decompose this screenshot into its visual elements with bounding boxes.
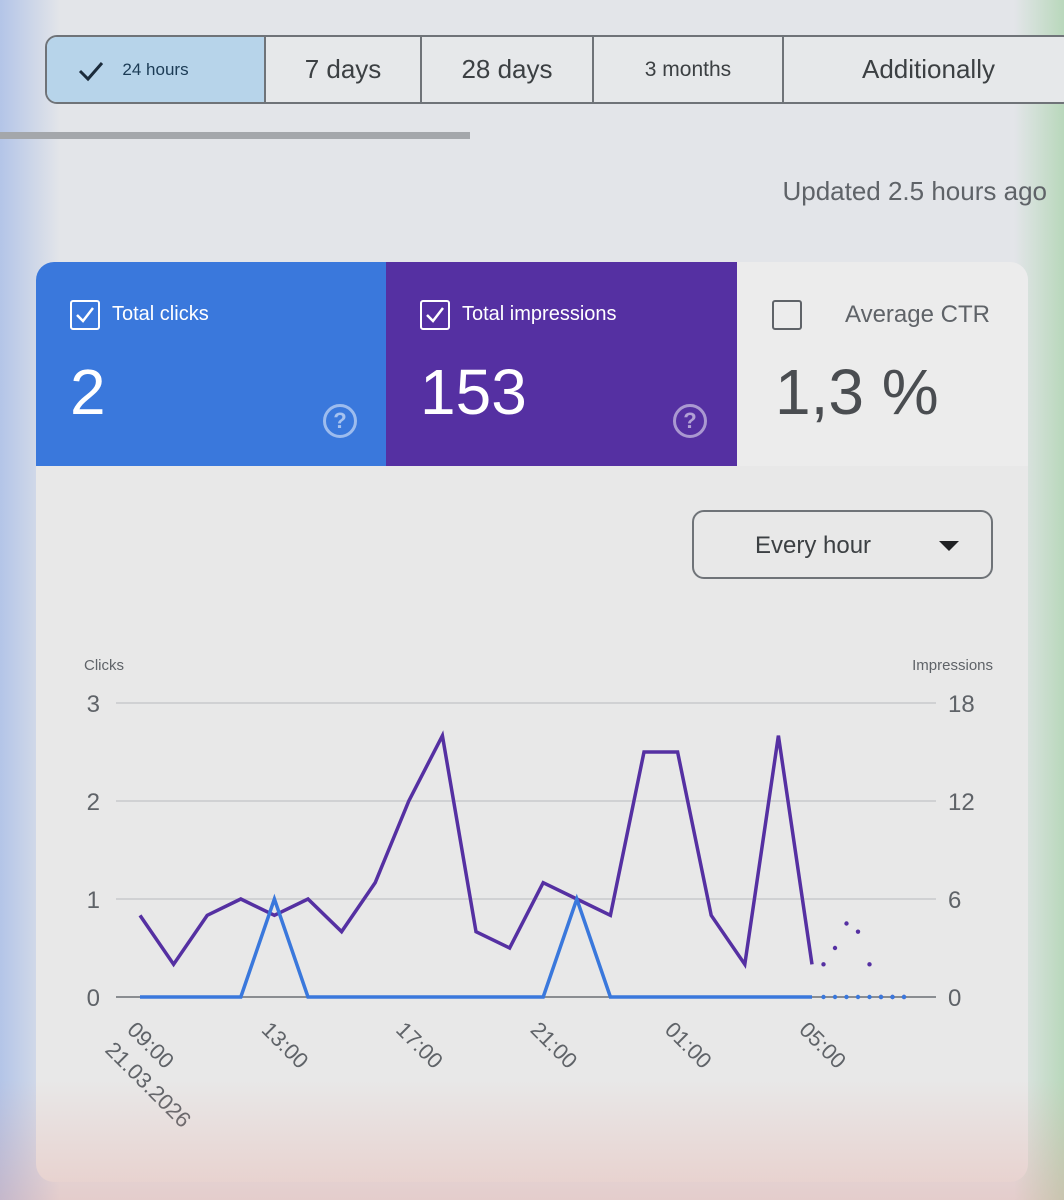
tab-7-days[interactable]: 7 days [266,37,422,102]
interval-select-value: Every hour [755,532,872,559]
performance-card: Total clicks 2 ? Total impressions 153 ?… [36,262,1028,1182]
checkbox-unchecked-icon[interactable] [772,300,802,330]
date-range-tabs: 24 hours 7 days 28 days 3 months Additio… [45,35,1064,104]
help-icon[interactable]: ? [673,404,707,438]
metric-value: 1,3 % [775,356,939,428]
interval-select[interactable]: Every hour [692,510,993,579]
metric-label: Total impressions [462,303,617,325]
metric-average-ctr[interactable]: Average CTR 1,3 % [737,262,1028,466]
tab-label: 28 days [461,54,553,84]
metric-value: 2 [70,356,106,428]
y-right-tick-label: 0 [948,985,961,1012]
updated-status: Updated 2.5 hours ago [782,176,1047,206]
projected-point [878,994,884,1000]
tab-label: 24 hours [122,59,189,79]
tab-3-months[interactable]: 3 months [594,37,784,102]
tab-label: 3 months [644,57,732,81]
tab-additionally[interactable]: Additionally [784,37,1064,102]
y-right-tick-label: 18 [948,691,975,718]
left-axis-label: Clicks [84,657,124,674]
projected-point [844,921,849,926]
y-left-tick-label: 2 [87,789,100,816]
tab-24-hours[interactable]: 24 hours [47,37,266,102]
projected-point [867,962,872,967]
x-tick-label: 17:00 [391,1017,448,1074]
x-tick-label: 13:00 [257,1017,314,1074]
x-tick-label: 01:00 [660,1017,717,1074]
projected-point [890,994,895,1000]
metric-label: Average CTR [845,301,990,328]
metric-total-impressions[interactable]: Total impressions 153 ? [386,262,737,466]
help-icon[interactable]: ? [323,404,357,438]
tab-label: Additionally [862,54,995,84]
y-left-tick-label: 1 [87,887,100,914]
caret-down-icon [939,541,959,551]
metric-total-clicks[interactable]: Total clicks 2 ? [36,262,386,466]
progress-divider [0,132,470,139]
y-right-tick-label: 12 [948,789,975,816]
projected-point [832,945,838,951]
projected-point [821,962,826,967]
y-left-tick-label: 0 [87,985,100,1012]
right-axis-label: Impressions [912,657,993,674]
projected-point [855,994,861,1000]
projected-point [844,994,849,1000]
tab-label: 7 days [304,54,382,84]
metric-label: Total clicks [112,303,209,325]
checkbox-checked-icon[interactable] [70,300,100,330]
projected-point [867,994,872,1000]
projected-point [855,929,861,934]
series-line-total-impressions [138,730,814,970]
performance-chart: Clicks Impressions012306121809:0021.03.20… [84,657,993,1132]
series-line-total-clicks [140,893,812,999]
tab-28-days[interactable]: 28 days [422,37,594,102]
x-tick-label: 21:00 [526,1017,583,1074]
checkbox-checked-icon[interactable] [420,300,450,330]
y-right-tick-label: 6 [948,887,961,914]
metric-value: 153 [420,356,527,428]
check-icon [78,62,104,82]
projected-point [821,994,826,1000]
projected-point [832,994,838,1000]
y-left-tick-label: 3 [87,691,100,718]
x-tick-label: 05:00 [794,1017,851,1074]
projected-point [901,994,907,1000]
